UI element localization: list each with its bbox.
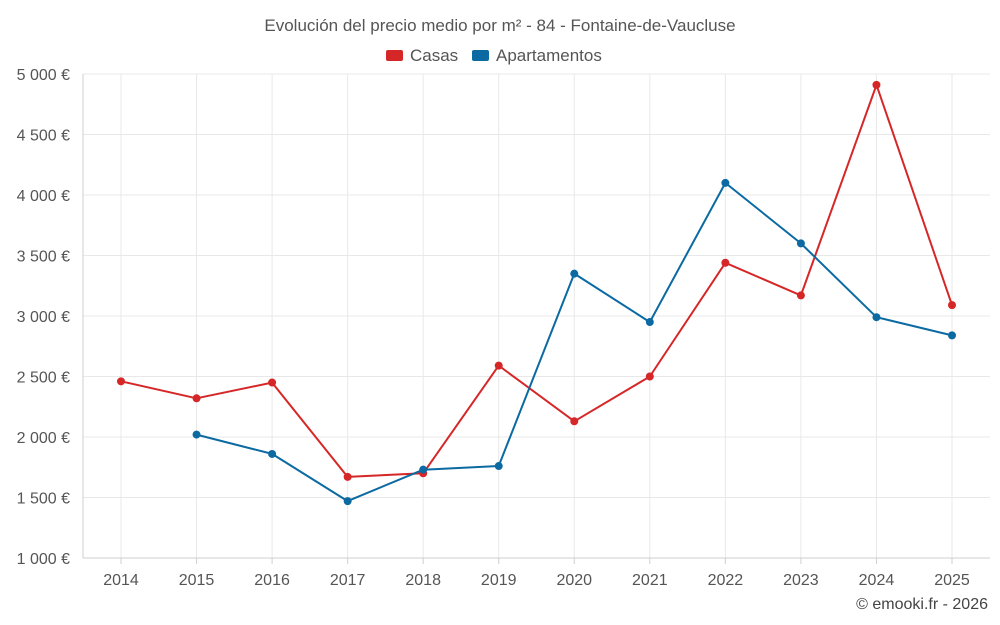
y-tick-label: 2 000 €	[17, 430, 70, 447]
x-tick-label: 2018	[405, 572, 441, 589]
x-tick-label: 2021	[632, 572, 668, 589]
legend-swatch-casas	[386, 50, 403, 61]
data-point-casas[interactable]	[268, 378, 277, 387]
chart-title: Evolución del precio medio por m² - 84 -…	[264, 16, 735, 35]
data-point-apartamentos[interactable]	[343, 497, 352, 506]
x-tick-label: 2016	[254, 572, 290, 589]
y-tick-label: 5 000 €	[17, 67, 70, 84]
legend: Casas Apartamentos	[386, 46, 602, 65]
y-tick-label: 4 000 €	[17, 188, 70, 205]
data-point-casas[interactable]	[192, 394, 201, 403]
data-point-casas[interactable]	[117, 377, 125, 386]
data-point-casas[interactable]	[721, 258, 730, 267]
legend-item-casas[interactable]: Casas	[386, 46, 458, 65]
data-point-apartamentos[interactable]	[872, 313, 881, 322]
data-point-apartamentos[interactable]	[796, 239, 805, 248]
x-tick-label: 2014	[103, 572, 139, 589]
data-point-apartamentos[interactable]	[419, 465, 428, 474]
x-tick-label: 2019	[481, 572, 517, 589]
data-point-apartamentos[interactable]	[721, 178, 730, 187]
credit-text: © emooki.fr - 2026	[856, 596, 988, 613]
data-point-casas[interactable]	[645, 372, 654, 381]
y-tick-label: 1 000 €	[17, 551, 70, 568]
data-point-casas[interactable]	[494, 361, 503, 370]
data-point-casas[interactable]	[948, 301, 956, 310]
series-apartamentos	[192, 178, 956, 506]
x-tick-label: 2020	[556, 572, 592, 589]
data-point-apartamentos[interactable]	[570, 269, 579, 278]
grid	[83, 73, 990, 559]
x-tick-label: 2025	[934, 572, 970, 589]
y-tick-label: 2 500 €	[17, 370, 70, 387]
legend-swatch-apartamentos	[472, 50, 489, 61]
legend-label-casas: Casas	[410, 46, 458, 65]
data-point-apartamentos[interactable]	[645, 318, 654, 327]
x-tick-label: 2017	[330, 572, 366, 589]
data-point-casas[interactable]	[570, 417, 579, 426]
y-tick-label: 3 500 €	[17, 249, 70, 266]
x-tick-label: 2015	[179, 572, 215, 589]
data-point-apartamentos[interactable]	[268, 449, 277, 458]
data-point-apartamentos[interactable]	[948, 331, 956, 340]
legend-item-apartamentos[interactable]: Apartamentos	[472, 46, 602, 65]
data-point-apartamentos[interactable]	[494, 462, 503, 471]
series-line-casas	[120, 83, 953, 478]
x-tick-label: 2024	[859, 572, 895, 589]
y-tick-label: 4 500 €	[17, 128, 70, 145]
x-tick-label: 2022	[708, 572, 744, 589]
y-tick-label: 3 000 €	[17, 309, 70, 326]
legend-label-apartamentos: Apartamentos	[496, 46, 602, 65]
data-point-casas[interactable]	[343, 472, 352, 481]
data-point-casas[interactable]	[872, 80, 881, 89]
x-tick-label: 2023	[783, 572, 819, 589]
data-point-casas[interactable]	[796, 291, 805, 300]
axes: 1 000 € 1 500 € 2 000 € 2 500 € 3 000 € 3 500…	[17, 67, 990, 589]
series-casas	[117, 80, 956, 481]
y-tick-label: 1 500 €	[17, 491, 70, 508]
data-point-apartamentos[interactable]	[192, 430, 201, 439]
series	[117, 80, 956, 506]
